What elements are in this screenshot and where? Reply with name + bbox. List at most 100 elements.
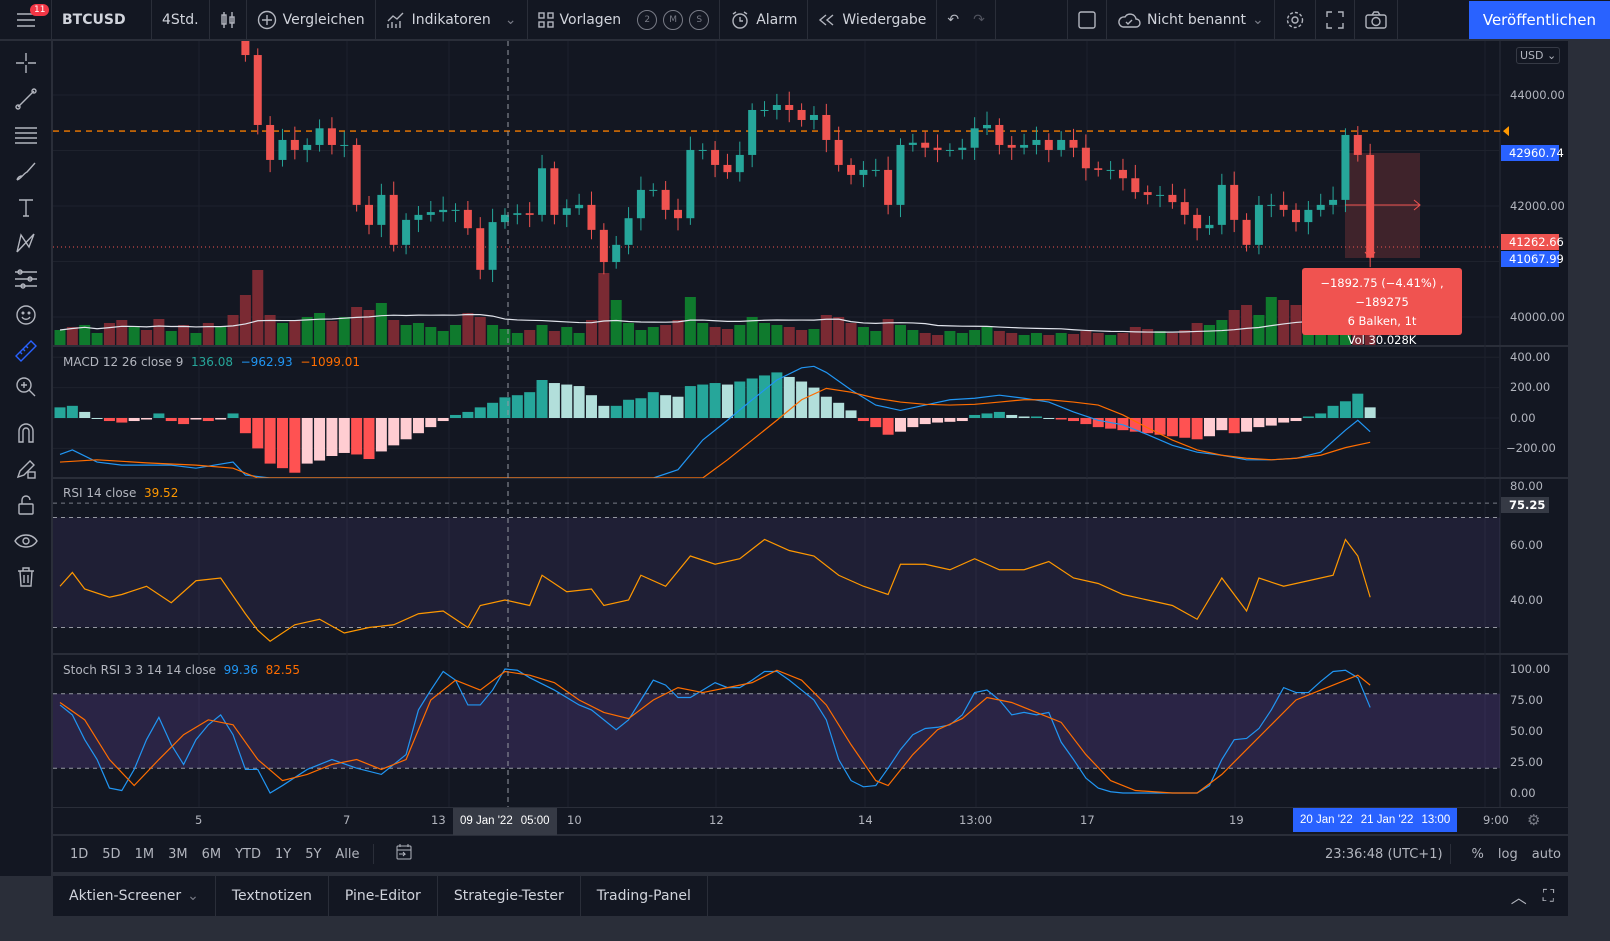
- zoom-tool[interactable]: [0, 369, 52, 405]
- replay-button[interactable]: Wiedergabe: [808, 0, 938, 40]
- volume-bar: [536, 325, 548, 345]
- layout-select-button[interactable]: [1066, 0, 1107, 40]
- tab-stock-screener[interactable]: Aktien-Screener ⌄: [53, 876, 216, 916]
- volume-bar: [462, 313, 474, 345]
- tab-label: Trading-Panel: [596, 888, 691, 904]
- emoji-tool[interactable]: [0, 297, 52, 333]
- stay-drawing-tool[interactable]: [0, 451, 52, 487]
- rsi-axis-label: 80.00: [1510, 479, 1543, 493]
- volume-bar: [326, 321, 338, 345]
- candle-body: [1118, 169, 1127, 179]
- macd-value: −962.93: [240, 355, 293, 369]
- volume-bar: [1203, 325, 1215, 345]
- forecast-tool[interactable]: [0, 261, 52, 297]
- lock-tool[interactable]: [0, 487, 52, 523]
- maximize-panel-icon[interactable]: ⛶: [1542, 886, 1554, 905]
- rewind-icon: [819, 13, 834, 26]
- crosshair-tool[interactable]: [0, 45, 52, 81]
- pencil-lock-icon: [16, 460, 36, 479]
- layout-2-button[interactable]: 2: [637, 9, 658, 30]
- tab-trading-panel[interactable]: Trading-Panel: [581, 876, 708, 916]
- currency-button[interactable]: USD ⌄: [1516, 47, 1561, 64]
- tab-pine-editor[interactable]: Pine-Editor: [329, 876, 438, 916]
- plus-circle-icon: [257, 10, 276, 29]
- macd-histogram-bar: [351, 418, 363, 455]
- macd-params: 12 26 close 9: [102, 355, 184, 369]
- time-axis[interactable]: 5 7 13 10 12 14 13:00 17 19 9:00 09 Jan …: [53, 807, 1568, 835]
- volume-bar: [1166, 333, 1178, 345]
- range-1m[interactable]: 1M: [134, 846, 155, 862]
- range-5d[interactable]: 5D: [102, 846, 121, 862]
- chart-type-button[interactable]: [210, 0, 247, 40]
- delete-tool[interactable]: [0, 559, 52, 595]
- volume-bar: [585, 320, 597, 345]
- settings-button[interactable]: [1275, 0, 1316, 40]
- menu-button[interactable]: 11: [0, 0, 52, 40]
- range-1y[interactable]: 1Y: [274, 846, 292, 862]
- clock[interactable]: 23:36:48 (UTC+1): [1324, 846, 1443, 862]
- macd-histogram-bar: [264, 418, 276, 464]
- goto-date-button[interactable]: [388, 843, 420, 865]
- compare-button[interactable]: Vergleichen: [247, 0, 376, 40]
- publish-button[interactable]: Veröffentlichen: [1468, 0, 1610, 39]
- range-3m[interactable]: 3M: [168, 846, 188, 862]
- redo-icon[interactable]: ↷: [973, 11, 985, 28]
- tab-text-notes[interactable]: Textnotizen: [216, 876, 329, 916]
- volume-bar: [833, 317, 845, 345]
- collapse-panel-icon[interactable]: ︿: [1510, 888, 1527, 907]
- trendline-tool[interactable]: [0, 81, 52, 117]
- volume-bar: [1018, 335, 1030, 345]
- text-tool[interactable]: [0, 189, 52, 225]
- brush-tool[interactable]: [0, 153, 52, 189]
- range-1d[interactable]: 1D: [70, 846, 89, 862]
- volume-bar: [1228, 310, 1240, 345]
- volume-bar: [400, 325, 412, 345]
- range-all[interactable]: Alle: [335, 846, 360, 862]
- volume-bar: [227, 315, 239, 345]
- macd-histogram-bar: [820, 396, 832, 418]
- log-toggle[interactable]: log: [1497, 846, 1518, 862]
- layout-m-button[interactable]: M: [663, 9, 684, 30]
- volume-bar: [635, 330, 647, 345]
- indicators-button[interactable]: Indikatoren ⌄: [376, 0, 528, 40]
- candle-body: [476, 228, 485, 270]
- measure-tool[interactable]: [0, 333, 52, 369]
- candle-body: [748, 109, 757, 155]
- hide-tool[interactable]: [0, 523, 52, 559]
- symbol-search[interactable]: BTCUSD: [52, 0, 152, 40]
- macd-histogram-bar: [734, 381, 746, 418]
- macd-histogram-bar: [1364, 407, 1376, 418]
- macd-histogram-bar: [1068, 418, 1080, 422]
- rsi-legend[interactable]: RSI 14 close 39.52: [63, 486, 178, 500]
- camera-icon: [1365, 10, 1387, 29]
- layout-s-button[interactable]: S: [689, 9, 710, 30]
- macd-legend[interactable]: MACD 12 26 close 9 136.08 −962.93 −1099.…: [63, 355, 360, 369]
- volume-bar: [820, 315, 832, 345]
- tab-strategy-tester[interactable]: Strategie-Tester: [438, 876, 581, 916]
- undo-icon[interactable]: ↶: [947, 11, 960, 28]
- range-5y[interactable]: 5Y: [305, 846, 322, 862]
- chart-canvas[interactable]: [53, 41, 1568, 807]
- macd-histogram-bar: [1352, 393, 1364, 418]
- range-6m[interactable]: 6M: [201, 846, 222, 862]
- stoch-legend[interactable]: Stoch RSI 3 3 14 14 close 99.36 82.55: [63, 663, 300, 677]
- auto-toggle[interactable]: auto: [1531, 846, 1561, 862]
- pattern-tool[interactable]: [0, 225, 52, 261]
- fullscreen-button[interactable]: [1316, 0, 1355, 40]
- chart-settings-icon[interactable]: ⚙: [1527, 811, 1541, 829]
- macd-histogram-bar: [1302, 416, 1314, 418]
- fib-tool[interactable]: [0, 117, 52, 153]
- macd-histogram-bar: [932, 418, 944, 423]
- candle-body: [958, 147, 967, 150]
- save-layout-button[interactable]: Nicht benannt ⌄: [1107, 0, 1275, 40]
- screenshot-button[interactable]: [1355, 0, 1398, 40]
- magnet-tool[interactable]: [0, 415, 52, 451]
- alarm-button[interactable]: Alarm: [720, 0, 809, 40]
- rsi-params: 14 close: [86, 486, 137, 500]
- interval-button[interactable]: 4Std.: [152, 0, 210, 40]
- range-ytd[interactable]: YTD: [235, 846, 261, 862]
- macd-histogram-bar: [635, 398, 647, 418]
- macd-signal-value: −1099.01: [300, 355, 360, 369]
- percent-toggle[interactable]: %: [1471, 846, 1484, 862]
